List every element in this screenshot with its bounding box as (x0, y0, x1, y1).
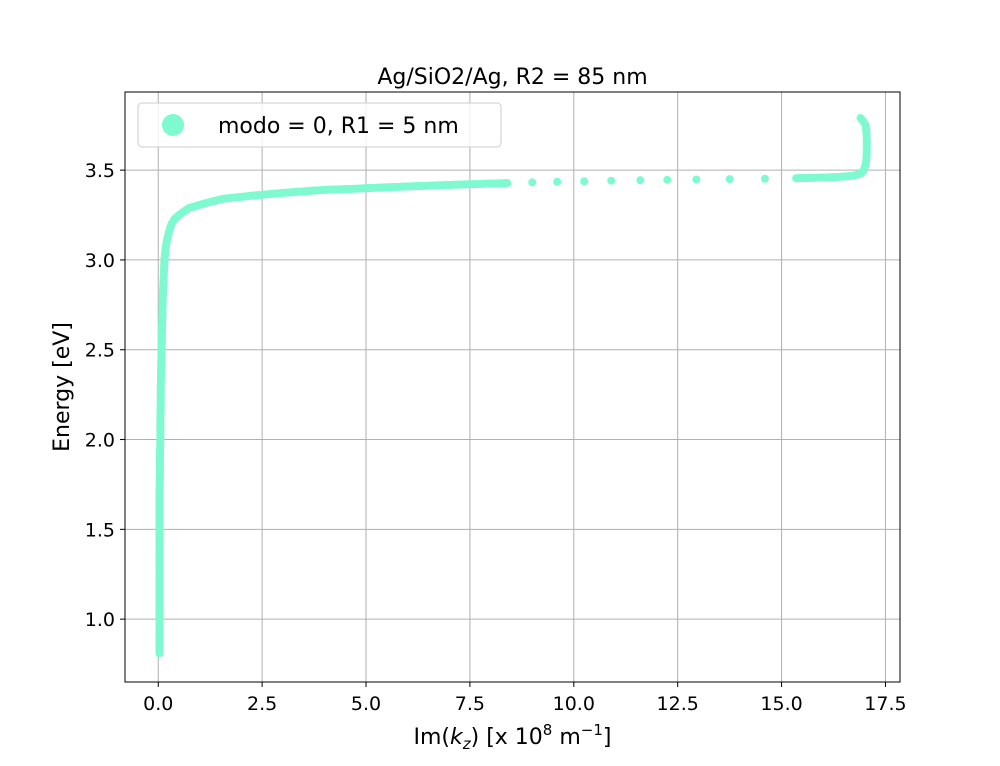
x-tick-label: 10.0 (553, 693, 595, 715)
y-tick-label: 3.5 (85, 160, 115, 182)
data-point (760, 174, 769, 183)
data-point (692, 175, 701, 184)
data-point (580, 177, 589, 186)
x-tick-label: 17.5 (864, 693, 906, 715)
x-tick-label: 2.5 (247, 693, 277, 715)
grid (125, 92, 900, 682)
x-tick-label: 7.5 (455, 693, 485, 715)
y-tick-label: 2.5 (85, 340, 115, 362)
data-point (553, 177, 562, 186)
data-point (636, 176, 645, 185)
chart-title: Ag/SiO2/Ag, R2 = 85 nm (377, 65, 647, 90)
x-axis-label: Im(kz) [x 108 m−1] (413, 721, 611, 753)
y-axis-label: Energy [eV] (50, 322, 75, 452)
data-point (663, 175, 672, 184)
data-point (528, 178, 537, 187)
y-tick-label: 3.0 (85, 250, 115, 272)
x-tick-label: 0.0 (143, 693, 173, 715)
data-point (503, 179, 512, 188)
data-point (725, 175, 734, 184)
legend: modo = 0, R1 = 5 nm (137, 102, 502, 148)
y-tick-label: 1.0 (85, 609, 115, 631)
legend-marker (162, 114, 184, 136)
y-tick-label: 1.5 (85, 519, 115, 541)
x-tick-label: 12.5 (657, 693, 699, 715)
x-tick-label: 15.0 (760, 693, 802, 715)
data-point (607, 176, 616, 185)
y-tick-label: 2.0 (85, 430, 115, 452)
legend-box (137, 102, 502, 148)
x-axis: 0.0 2.5 5.0 7.5 10.0 12.5 15.0 17.5 (143, 682, 907, 715)
x-tick-label: 5.0 (351, 693, 381, 715)
legend-label: modo = 0, R1 = 5 nm (218, 114, 459, 139)
plot-area-frame (124, 91, 901, 683)
scatter-series-modo-0 (155, 114, 871, 658)
data-point (856, 114, 865, 123)
y-axis: 1.0 1.5 2.0 2.5 3.0 3.5 (85, 160, 125, 631)
